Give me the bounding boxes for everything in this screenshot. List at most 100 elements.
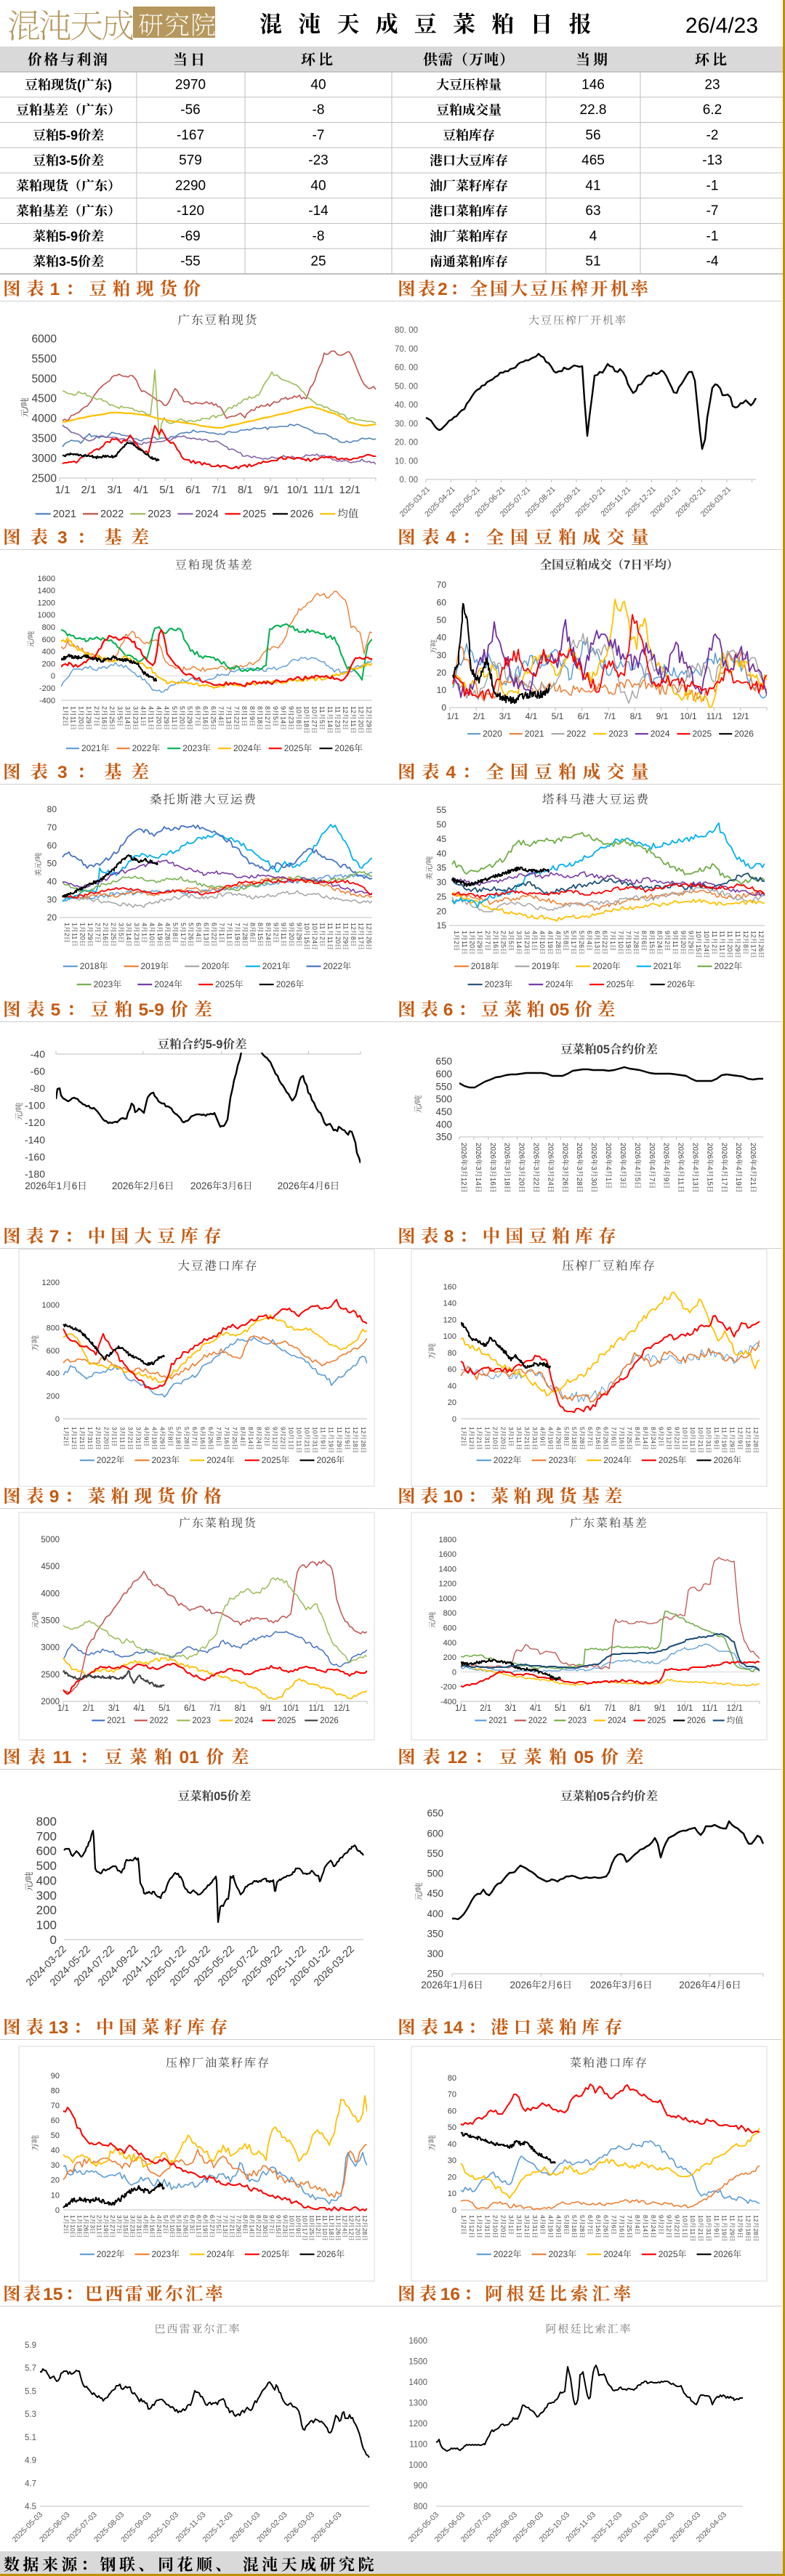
svg-text:1: 1 [604, 1178, 612, 1182]
svg-text:6: 6 [209, 706, 217, 710]
svg-text:5: 5 [563, 2215, 570, 2219]
svg-text:10: 10 [689, 1427, 696, 1434]
svg-text:1: 1 [507, 2225, 515, 2229]
svg-text:-8: -8 [313, 102, 325, 118]
svg-text:2290: 2290 [175, 178, 206, 193]
svg-text:13: 13 [49, 2018, 68, 2038]
svg-text:11: 11 [196, 2224, 203, 2231]
svg-text:10: 10 [69, 2224, 76, 2232]
svg-text:11: 11 [280, 933, 287, 939]
svg-text:40: 40 [448, 1382, 456, 1390]
svg-text:5: 5 [116, 716, 124, 720]
svg-text:11: 11 [328, 2215, 335, 2221]
svg-text:4: 4 [720, 1166, 728, 1170]
svg-text:23: 23 [281, 2224, 289, 2232]
svg-text:5: 5 [571, 2215, 578, 2219]
svg-text:1: 1 [484, 1427, 491, 1430]
svg-text:3: 3 [116, 2215, 123, 2219]
svg-text:1: 1 [507, 1437, 515, 1441]
svg-text:12: 12 [365, 923, 372, 930]
svg-text:9: 9 [279, 1427, 286, 1430]
svg-text:8: 8 [247, 1427, 254, 1430]
svg-text:2026: 2026 [290, 509, 313, 520]
svg-text:11: 11 [721, 1427, 728, 1433]
svg-text:20: 20 [47, 912, 57, 923]
svg-text:90: 90 [51, 2072, 60, 2081]
svg-text:5.7: 5.7 [25, 2365, 36, 2373]
svg-text:14: 14 [124, 716, 132, 724]
svg-text:17: 17 [302, 2228, 309, 2235]
svg-text:22.8: 22.8 [580, 102, 607, 118]
svg-text:1: 1 [85, 706, 92, 710]
svg-text:1: 1 [461, 931, 468, 934]
svg-text:-7: -7 [706, 203, 719, 219]
svg-text:600: 600 [42, 636, 55, 644]
svg-text:55: 55 [437, 805, 447, 815]
svg-text:1400: 1400 [408, 2378, 427, 2387]
svg-text:24: 24 [265, 933, 272, 940]
svg-text:12: 12 [744, 1427, 752, 1434]
svg-text:450: 450 [427, 1888, 443, 1899]
svg-text:1: 1 [78, 923, 86, 926]
svg-text:3: 3 [133, 923, 140, 926]
svg-text:6: 6 [603, 2215, 610, 2219]
svg-text:9: 9 [736, 2228, 744, 2232]
svg-text:8: 8 [634, 2215, 641, 2219]
svg-text:160: 160 [443, 1283, 456, 1292]
svg-text:30: 30 [437, 650, 447, 660]
svg-text:2026: 2026 [317, 1455, 337, 1465]
svg-text:2026: 2026 [532, 1143, 540, 1159]
svg-text:8: 8 [249, 2215, 256, 2219]
svg-text:9: 9 [713, 1440, 720, 1443]
svg-text:2022: 2022 [494, 2249, 513, 2259]
svg-text:11: 11 [342, 923, 349, 929]
svg-text:29: 29 [734, 944, 741, 952]
svg-text:900: 900 [414, 2482, 427, 2491]
svg-text:40. 00: 40. 00 [395, 401, 418, 410]
svg-text:6/1: 6/1 [185, 484, 201, 496]
svg-text:/: / [35, 859, 43, 862]
svg-text:1: 1 [141, 933, 148, 936]
svg-text:2/1: 2/1 [480, 1704, 491, 1713]
svg-text:16: 16 [488, 1178, 496, 1186]
svg-text:/: / [415, 1890, 424, 1893]
svg-text:/: / [414, 1103, 423, 1106]
svg-text:50: 50 [437, 819, 447, 830]
svg-text:9: 9 [672, 931, 679, 934]
svg-text:1/1: 1/1 [455, 1704, 467, 1713]
svg-text:2019: 2019 [532, 961, 552, 971]
svg-text:5: 5 [318, 720, 326, 724]
svg-text:2026: 2026 [633, 1143, 641, 1159]
svg-text:24: 24 [156, 2224, 163, 2232]
svg-text:11: 11 [729, 1427, 736, 1433]
svg-text:3: 3 [124, 706, 132, 710]
svg-text:3: 3 [507, 2215, 515, 2219]
svg-text:11: 11 [226, 933, 233, 939]
svg-text:1: 1 [71, 923, 78, 926]
svg-text:8: 8 [142, 2224, 150, 2228]
svg-text:2: 2 [101, 706, 108, 710]
svg-text:18: 18 [744, 2228, 752, 2235]
svg-text:12: 12 [344, 1427, 351, 1434]
svg-text:20: 20 [51, 2176, 60, 2185]
svg-text:16: 16 [492, 941, 499, 948]
svg-text:1: 1 [63, 2215, 70, 2219]
svg-text:6: 6 [557, 1980, 563, 1990]
svg-text:12: 12 [468, 1437, 475, 1444]
svg-text:01: 01 [180, 1748, 199, 1767]
svg-text:4.5: 4.5 [25, 2503, 36, 2511]
svg-text:2023: 2023 [182, 743, 202, 753]
svg-text:4: 4 [156, 2215, 163, 2219]
svg-text:16: 16 [202, 716, 209, 724]
svg-text:6: 6 [595, 1427, 602, 1430]
svg-text:3-5: 3-5 [59, 153, 78, 168]
svg-text:3: 3 [488, 1166, 496, 1170]
svg-text:7: 7 [648, 1178, 656, 1182]
svg-text:12: 12 [448, 1748, 467, 1767]
svg-text:8: 8 [650, 1427, 657, 1430]
svg-text:15: 15 [275, 2224, 282, 2232]
svg-text:7: 7 [217, 706, 225, 710]
svg-text:7/1: 7/1 [604, 711, 616, 721]
svg-text:41: 41 [585, 178, 600, 193]
svg-text:2024: 2024 [154, 979, 174, 989]
